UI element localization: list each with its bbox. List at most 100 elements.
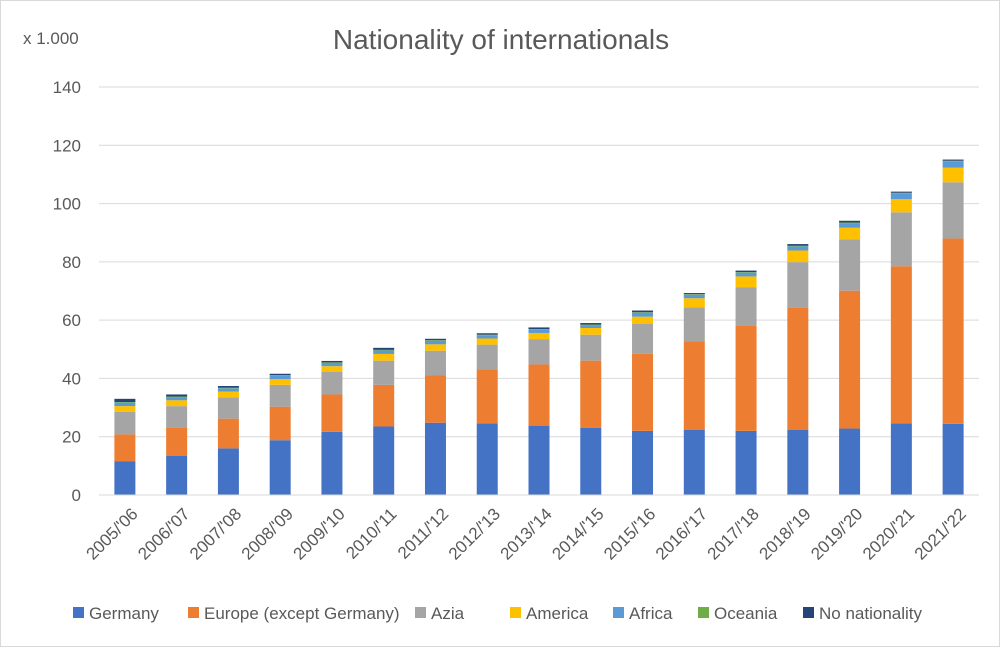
bar-segment [373, 353, 395, 361]
y-tick-label: 40 [62, 369, 81, 388]
bar-segment [787, 262, 809, 308]
x-tick-label: 2007/'08 [186, 504, 245, 563]
bar-segment [839, 220, 861, 223]
bar-segment [321, 431, 343, 495]
bar-segment [890, 191, 912, 193]
bar-segment [580, 427, 602, 495]
bar-segment [424, 375, 446, 423]
bar-segment [373, 350, 395, 354]
legend-swatch [803, 607, 814, 618]
bar-segment [787, 307, 809, 431]
bar-segment [269, 406, 291, 441]
bar-segment [528, 327, 550, 330]
x-tick-label: 2006/'07 [134, 504, 193, 563]
x-tick-label: 2014/'15 [548, 504, 607, 563]
bar-segment [114, 434, 136, 462]
bar-segment [321, 360, 343, 363]
bar-segment [476, 333, 498, 335]
bar-segment [424, 422, 446, 495]
x-tick-label: 2016/'17 [652, 504, 711, 563]
x-tick-label: 2005/'06 [83, 504, 142, 563]
bar-segment [166, 396, 188, 398]
legend-swatch [188, 607, 199, 618]
legend-swatch [73, 607, 84, 618]
bar-segment [321, 366, 343, 373]
bar-segment [269, 440, 291, 495]
legend-label: Oceania [714, 604, 778, 623]
bar-segment [735, 325, 757, 431]
bar-segment [321, 394, 343, 432]
bar-segment [580, 360, 602, 428]
bar-segment [321, 372, 343, 395]
bar-segment [787, 244, 809, 246]
bar-segment [476, 423, 498, 495]
bar-segment [424, 340, 446, 345]
bar-segment [942, 159, 964, 161]
bar-segment [787, 246, 809, 251]
x-tick-label: 2018/'19 [755, 504, 814, 563]
bar-segment [114, 402, 136, 407]
bar-segment [476, 335, 498, 339]
bar-segment [217, 387, 239, 389]
unit-label: x 1.000 [23, 29, 79, 48]
bar-segment [735, 287, 757, 326]
bar-segment [890, 192, 912, 194]
bar-segment [269, 375, 291, 376]
bar-segment [373, 349, 395, 351]
bar-segment [787, 430, 809, 495]
bar-segment [269, 384, 291, 407]
y-tick-label: 20 [62, 428, 81, 447]
bar-segment [580, 325, 602, 329]
bar-segment [787, 245, 809, 247]
x-tick-label: 2013/'14 [497, 504, 556, 563]
y-tick-label: 80 [62, 253, 81, 272]
bar-segment [942, 160, 964, 162]
bar-segment [269, 379, 291, 385]
bar-segment [476, 338, 498, 345]
bar-segment [217, 388, 239, 392]
bar-segment [166, 455, 188, 495]
bar-segment [632, 310, 654, 313]
bar-segment [632, 353, 654, 431]
legend-swatch [510, 607, 521, 618]
legend-label: Europe (except Germany) [204, 604, 400, 623]
bar-segment [735, 272, 757, 273]
bar-segment [839, 223, 861, 228]
bar-segment [217, 391, 239, 398]
bar-segment [217, 386, 239, 388]
bar-segment [839, 428, 861, 495]
bar-segment [580, 323, 602, 325]
bar-segment [424, 338, 446, 341]
bar-segment [890, 212, 912, 267]
bar-segment [632, 312, 654, 313]
bar-segment [476, 344, 498, 370]
bar-segment [942, 182, 964, 239]
y-tick-label: 0 [72, 486, 81, 505]
bar-segment [114, 402, 136, 403]
bar-segment [683, 298, 705, 308]
bar-segment [424, 340, 446, 341]
bar-segment [683, 293, 705, 295]
bar-segment [528, 339, 550, 365]
bar-segment [683, 294, 705, 299]
bar-segment [528, 425, 550, 495]
legend-label: Germany [89, 604, 159, 623]
x-tick-label: 2017/'18 [704, 504, 763, 563]
bar-segment [735, 270, 757, 273]
chart-title: Nationality of internationals [333, 24, 669, 55]
legend: Germany Europe (except Germany) Azia Americ… [73, 604, 923, 623]
bar-segment [114, 461, 136, 495]
x-tick-label: 2019/'20 [807, 504, 866, 563]
bar-segment [683, 430, 705, 495]
bar-segment [632, 323, 654, 354]
bar-segment [735, 430, 757, 495]
bar-segment [217, 448, 239, 495]
bar-segment [166, 397, 188, 401]
x-axis-ticks: 2005/'062006/'072007/'082008/'092009/'10… [83, 504, 970, 563]
bar-segment [735, 276, 757, 288]
legend-swatch [698, 607, 709, 618]
x-tick-label: 2021/'22 [911, 504, 970, 563]
bar-segment [528, 329, 550, 333]
